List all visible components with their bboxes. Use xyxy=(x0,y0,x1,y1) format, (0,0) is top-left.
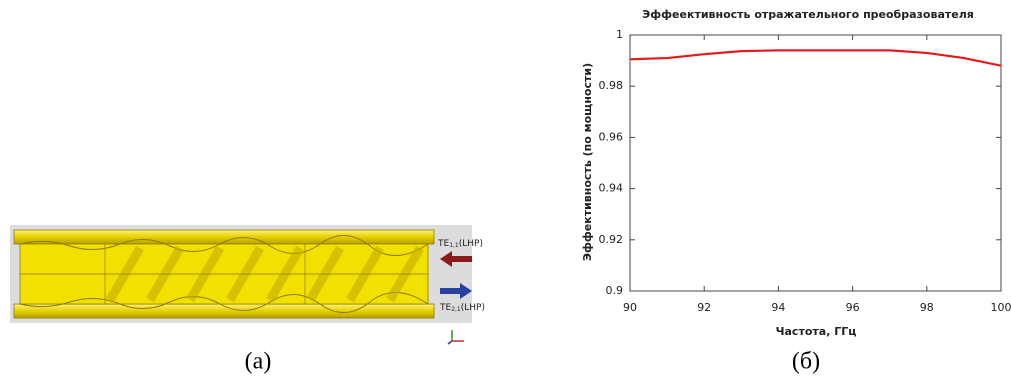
axis-triad xyxy=(448,330,464,344)
y-tick-label: 0.92 xyxy=(599,233,624,246)
y-tick-label: 0.96 xyxy=(599,130,624,143)
data-line xyxy=(630,50,1001,65)
plot-frame xyxy=(630,35,1001,291)
figure: TE1,1(LHP) TE2,1(LHP) (a) (б) Эффеективн… xyxy=(0,0,1011,383)
caption: (б) xyxy=(792,349,820,375)
mode-label: TE1,1(LHP) xyxy=(437,239,483,249)
chart-title: Эффеективность отражательного преобразов… xyxy=(642,8,974,21)
caption: (a) xyxy=(245,349,272,375)
y-tick-label: 0.9 xyxy=(606,284,624,297)
x-tick-label: 96 xyxy=(846,301,860,314)
waveguide-render: TE1,1(LHP) TE2,1(LHP) xyxy=(10,225,485,344)
y-axis-label: Эффективность (по мощности) xyxy=(581,63,594,261)
x-tick-label: 90 xyxy=(623,301,637,314)
y-tick-label: 0.94 xyxy=(599,182,624,195)
x-axis-label: Частота, ГГц xyxy=(776,325,857,338)
x-tick-label: 98 xyxy=(920,301,934,314)
x-tick-label: 92 xyxy=(697,301,711,314)
x-tick-label: 100 xyxy=(991,301,1011,314)
x-tick-label: 94 xyxy=(771,301,785,314)
y-tick-label: 0.98 xyxy=(599,79,624,92)
mode-label: TE2,1(LHP) xyxy=(439,303,485,313)
y-tick-label: 1 xyxy=(616,28,623,41)
